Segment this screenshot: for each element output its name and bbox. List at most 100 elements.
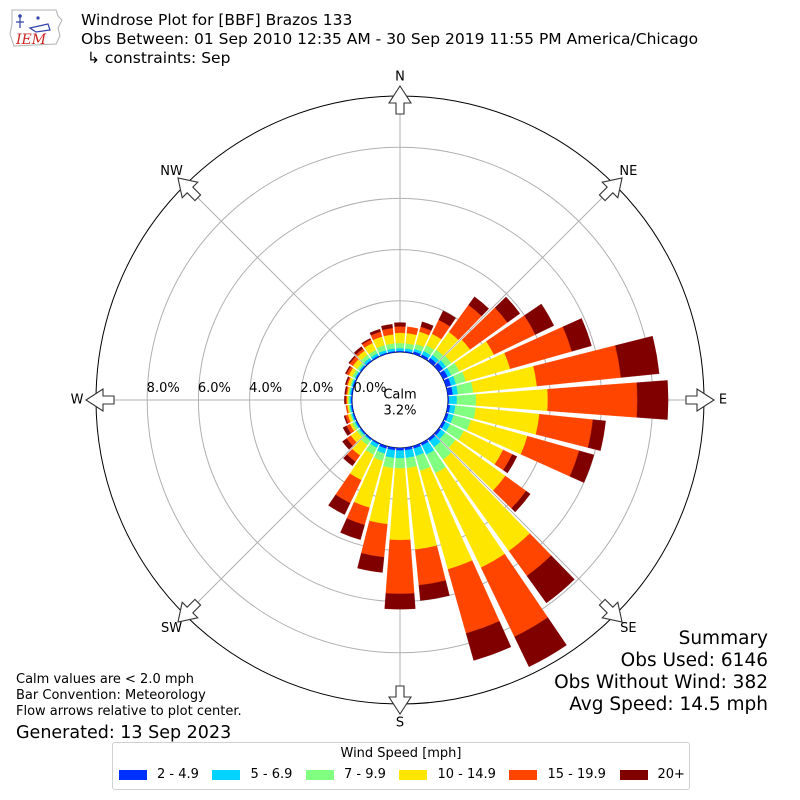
windrose-bar-segment [524,303,555,335]
radial-tick-label: 2.0% [300,381,333,396]
arrow-shape [84,387,115,413]
windrose-bar-segment [381,324,393,331]
legend-swatch [619,769,648,780]
windrose-bar-segment [526,555,575,604]
arrow-shape [598,598,623,623]
windrose-bar-segment [448,395,458,405]
windrose-bar-segment [345,376,350,386]
windrose-bar-segment [438,310,456,327]
flow-arrow-icon [387,685,413,716]
legend-label: 20+ [657,767,685,782]
windrose-bars [328,296,669,667]
legend-title: Wind Speed [mph] [340,746,462,761]
windrose-bar-segment [456,381,474,395]
windrose-bar-segment [405,456,417,469]
windrose-bar-segment [615,335,660,378]
legend-item: 15 - 19.9 [509,767,606,782]
windrose-bar-segment [562,318,592,352]
compass-label: NE [619,164,637,179]
windrose-bar-segment [348,355,356,364]
flow-arrow-icon [685,387,716,413]
legend-swatch [509,769,538,780]
windrose-bar-segment [361,520,388,558]
compass-label: N [395,70,405,85]
radial-tick-label: 6.0% [198,381,231,396]
windrose-bar-segment [384,593,416,610]
radial-tick-label: 8.0% [147,381,180,396]
windrose-bar-segment [345,405,349,414]
grid-spoke [433,433,616,616]
windrose-bar-segment [394,322,406,327]
windrose-bar-segment [345,365,351,375]
windrose-bar-segment [415,545,446,586]
windrose-bar-segment [503,454,518,474]
windrose-bar-segment [420,321,434,331]
windrose-bar-segment [587,419,606,451]
flow-arrow-icon [177,177,202,202]
legend-label: 5 - 6.9 [250,767,293,782]
compass-label: S [396,716,404,731]
chart-title: Windrose Plot for [BBF] Brazos 133 [81,11,353,29]
windrose-bar-segment [369,328,381,336]
iem-logo: IEM [9,9,63,48]
windrose-bar-segment [475,389,548,411]
logo-text: IEM [15,32,47,48]
legend-label: 10 - 14.9 [437,767,496,782]
windrose-bar-segment [406,326,419,336]
windrose-bar-segment [395,450,405,459]
windrose-bar-segment [385,448,396,459]
windrose-bar-segment [394,326,406,334]
legend-item: 5 - 6.9 [212,767,292,782]
note-bar-convention: Bar Convention: Meteorology [16,688,206,703]
legend-item: 20+ [619,767,685,782]
windrose-bar-segment [385,539,415,595]
grid-spoke [184,433,367,616]
windrose-bar-segment [465,621,512,661]
windrose-bar-segment [396,447,404,451]
windrose-bar-segment [383,456,395,469]
windrose-bar-segment [394,457,406,469]
legend-label: 7 - 9.9 [343,767,386,782]
windrose-bar-segment [361,338,371,345]
arrow-shape [177,177,202,202]
windrose-bar-segment [468,296,490,317]
arrow-shape [598,177,623,202]
windrose-bar-segment [569,450,595,483]
calm-label: Calm [383,388,416,403]
flow-arrow-icon [387,84,413,115]
summary-avg-speed: Avg Speed: 14.5 mph [569,694,768,715]
windrose-bar-segment [511,490,531,513]
legend-items: 2 - 4.9 5 - 6.9 7 - 9.9 10 - 14.9 15 - 19.9 2… [119,767,685,782]
legend-swatch [305,769,334,780]
summary-obs-without-wind: Obs Without Wind: 382 [554,672,768,693]
legend-swatch [119,769,147,780]
note-calm: Calm values are < 2.0 mph [16,672,195,687]
windrose-bar-segment [394,332,406,344]
calm-value: 3.2% [383,404,416,419]
legend-item: 2 - 4.9 [119,767,199,782]
windrose-bar-segment [418,580,450,601]
arrow-shape [387,685,413,716]
flow-arrow-icon [84,387,115,413]
windrose-bar-segment [389,468,411,541]
windrose-bar-segment [405,332,417,345]
summary-heading: Summary [678,628,768,649]
flow-arrow-icon [177,598,202,623]
generated-date: Generated: 13 Sep 2023 [16,723,232,743]
radial-tick-label: 4.0% [249,381,282,396]
grid-spoke [184,184,367,367]
windrose-bar-segment [396,348,404,352]
windrose-bar-segment [353,346,364,355]
windrose-bar-segment [344,395,346,405]
compass-label: SW [161,621,182,636]
notes-block: Calm values are < 2.0 mph Bar Convention… [16,672,242,744]
compass-label: SE [620,621,636,636]
windrose-bar-segment [344,386,348,395]
windrose-bar-segment [343,415,349,425]
windrose-bar-segment [328,494,351,515]
windrose-bar-segment [547,382,638,418]
windrose-bar-segment [340,518,365,540]
windrose-bar-segment [342,438,353,450]
arrow-shape [685,387,716,413]
